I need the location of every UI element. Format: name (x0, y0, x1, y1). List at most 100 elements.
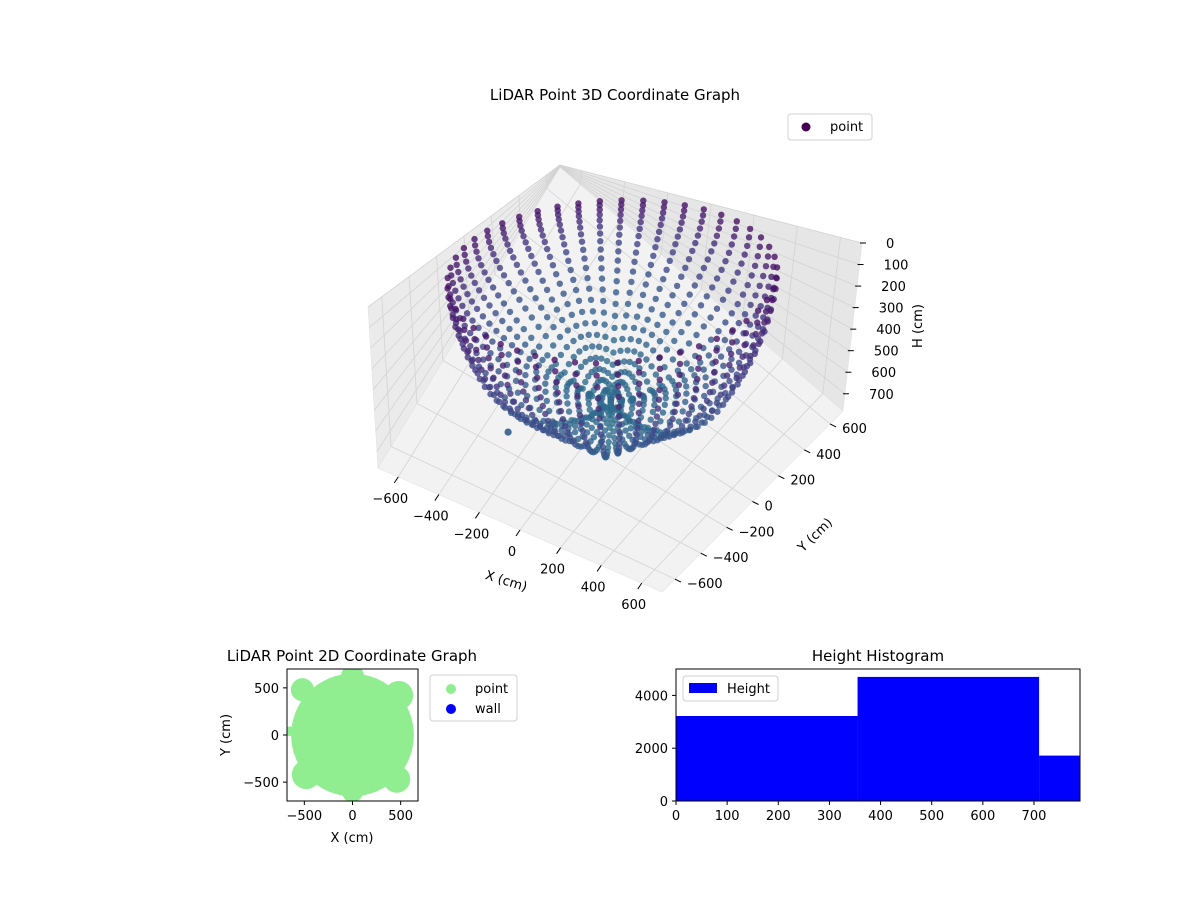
point-3d (693, 331, 700, 339)
point-3d (654, 236, 661, 243)
point-3d (536, 221, 543, 228)
point-3d (619, 335, 626, 343)
point-3d (764, 253, 772, 260)
point-3d (505, 279, 512, 287)
point-3d (576, 218, 583, 225)
point-3d (629, 268, 637, 275)
point-3d (671, 337, 678, 345)
point-3d (539, 232, 546, 239)
x3d-tick (393, 476, 399, 484)
point-3d (773, 264, 781, 271)
point-3d (528, 252, 535, 260)
point-3d (629, 373, 636, 380)
point-3d (598, 355, 605, 362)
point-3d (520, 325, 527, 333)
point-3d (559, 416, 567, 423)
point-3d (564, 429, 571, 436)
point-3d (586, 406, 593, 413)
point-3d (707, 314, 714, 321)
point-3d (656, 354, 663, 361)
point-3d (467, 342, 474, 350)
point-3d (594, 384, 601, 391)
y2d-tick-label: 0 (271, 729, 279, 744)
point-3d (469, 362, 476, 369)
point-3d (679, 408, 686, 415)
point-3d (453, 316, 460, 323)
point-3d (603, 357, 611, 365)
point-3d (550, 342, 557, 349)
point-3d (713, 335, 720, 342)
point-3d (563, 393, 570, 400)
chart-3d: −600−400−2000200400600−600−400−200020040… (367, 86, 926, 613)
point-3d (580, 246, 587, 253)
point-3d (730, 278, 737, 285)
point-3d (539, 356, 546, 364)
grid-line (491, 215, 496, 275)
point-3d (496, 264, 504, 272)
chart-2d-legend-marker-wall (446, 704, 456, 714)
point-3d (601, 427, 608, 434)
point-3d (636, 225, 643, 232)
point-3d (481, 269, 488, 276)
point-3d (444, 285, 451, 292)
point-3d (563, 343, 570, 351)
point-3d (571, 428, 579, 436)
point-3d (655, 228, 663, 235)
point-3d (592, 354, 599, 361)
point-3d (475, 356, 482, 364)
histogram-title: Height Histogram (812, 647, 944, 665)
point-3d (551, 356, 558, 363)
point-3d (678, 423, 686, 430)
point-3d (604, 407, 611, 415)
y3d-tick (829, 423, 837, 428)
point-2d-region (291, 673, 414, 797)
grid-line (436, 256, 444, 361)
point-3d (597, 423, 604, 431)
z3d-tick-label: 100 (884, 259, 909, 274)
point-3d (621, 358, 628, 365)
point-3d (460, 244, 468, 252)
point-3d (576, 348, 583, 355)
y3d-tick (778, 475, 785, 480)
point-3d (708, 248, 715, 255)
point-3d (624, 300, 632, 308)
point-3d (615, 383, 622, 390)
point-3d (462, 337, 470, 344)
point-3d (647, 416, 654, 423)
point-3d (685, 410, 692, 418)
x2d-tick-label: 500 (388, 809, 413, 824)
chart-3d-legend-marker (801, 122, 811, 132)
point-3d (650, 426, 657, 434)
point-3d (729, 384, 736, 391)
hist-x-tick-label: 300 (817, 809, 842, 824)
point-3d (721, 336, 728, 344)
point-3d (628, 278, 635, 286)
y2d-tick-label: 500 (254, 682, 279, 697)
point-3d (578, 308, 586, 316)
chart-3d-title: LiDAR Point 3D Coordinate Graph (490, 86, 740, 104)
point-3d (582, 344, 589, 352)
point-3d (452, 305, 459, 313)
point-3d (659, 209, 667, 216)
chart-2d: LiDAR Point 2D Coordinate Graph −500 0 500… (219, 647, 518, 846)
point-3d (506, 308, 514, 316)
point-3d (539, 277, 546, 284)
point-3d (514, 405, 521, 412)
chart-3d-zlabel: H (cm) (911, 304, 926, 348)
point-3d (489, 284, 497, 291)
point-3d (475, 324, 482, 331)
point-3d (622, 427, 629, 434)
point-3d (542, 332, 549, 340)
point-3d (591, 319, 599, 327)
y3d-tick (726, 526, 733, 531)
y2d-tick-label: −500 (243, 776, 279, 791)
point-3d (628, 405, 636, 412)
point-3d (516, 369, 523, 376)
point-3d (516, 296, 523, 303)
point-3d (626, 358, 633, 366)
point-3d (664, 301, 671, 309)
point-3d (615, 239, 622, 246)
point-3d (544, 352, 551, 359)
point-3d (468, 357, 475, 364)
point-3d (657, 418, 664, 425)
